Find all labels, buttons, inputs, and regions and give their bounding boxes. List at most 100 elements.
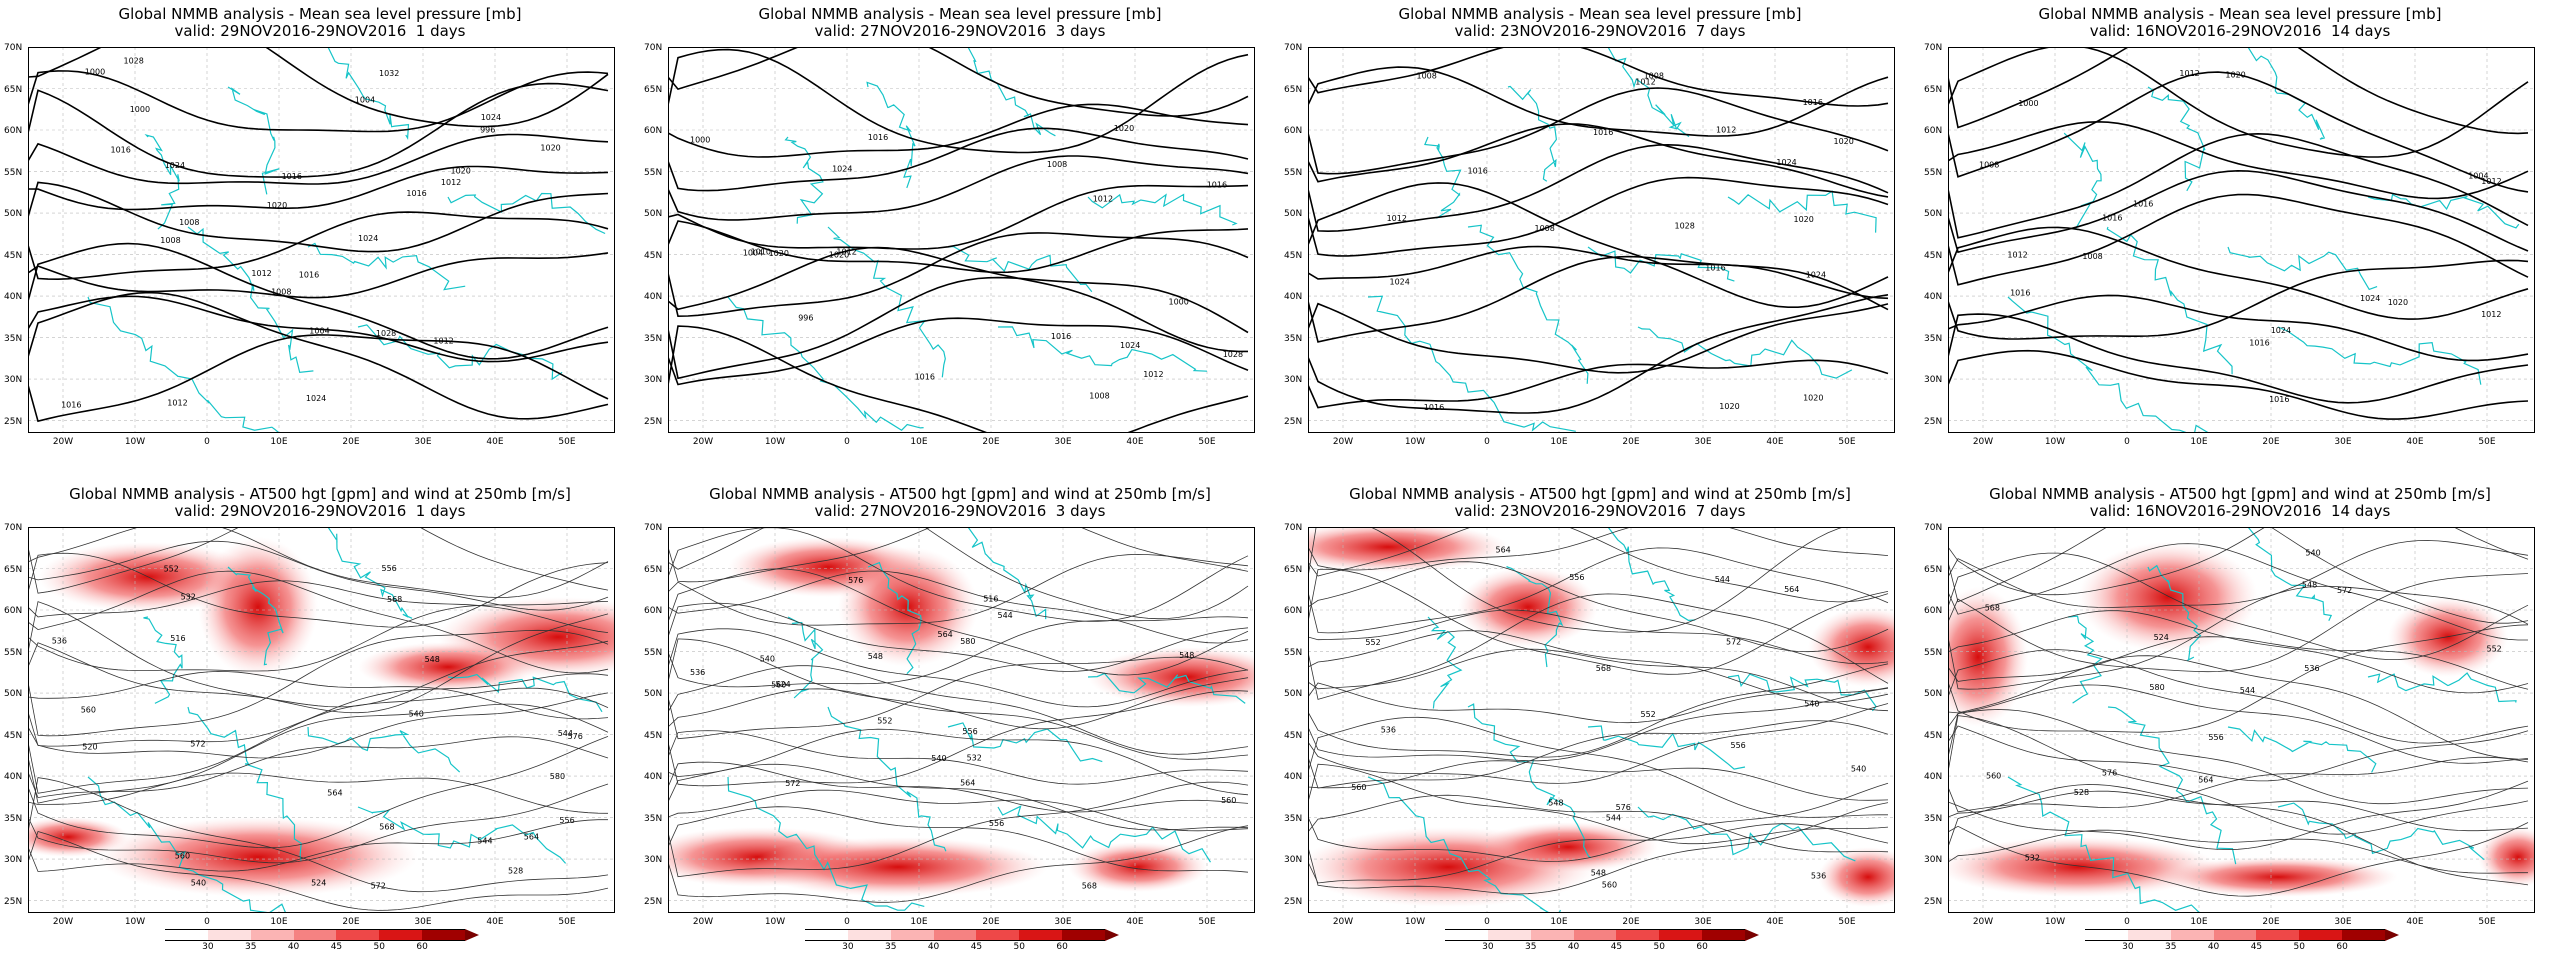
contour-line <box>1308 245 1889 300</box>
map-plot: 536 540 544 552 556 560 564 568 572 516 520 524 528 5… <box>28 527 615 913</box>
colorbar-arrow <box>465 929 479 941</box>
contour-label: 1000 <box>1169 297 1189 306</box>
contour-label: 1000 <box>2018 99 2038 108</box>
contour-label: 540 <box>2305 549 2320 558</box>
contour-line <box>28 211 609 281</box>
panel-title: Global NMMB analysis - Mean sea level pr… <box>758 5 1162 23</box>
longitude-tick-label: 50E <box>558 437 576 447</box>
contour-line <box>28 540 609 611</box>
latitude-tick-label: 45N <box>644 730 663 741</box>
contour-label: 572 <box>371 882 386 891</box>
longitude-tick-label: 20E <box>342 917 360 927</box>
contour-line <box>28 552 609 628</box>
contour-label: 1016 <box>1705 264 1725 273</box>
longitude-tick-label: 30E <box>414 437 432 447</box>
coastline <box>727 527 1246 911</box>
contour-line <box>1308 143 1889 233</box>
contour-line <box>28 570 609 674</box>
longitude-tick-label: 30E <box>2334 437 2352 447</box>
longitude-tick-label: 30E <box>1694 917 1712 927</box>
latitude-tick-label: 60N <box>1284 126 1303 136</box>
colorbar-tick-label: 60 <box>2336 942 2348 952</box>
contour-label: 572 <box>785 779 800 788</box>
longitude-tick-label: 40E <box>2406 917 2424 927</box>
latitude-tick-label: 50N <box>644 689 663 700</box>
contour-label: 1012 <box>2481 177 2501 186</box>
contour-label: 1000 <box>130 105 150 114</box>
map-panel: Global NMMB analysis - AT500 hgt [gpm] a… <box>640 480 1280 960</box>
contour-label: 1008 <box>1535 224 1555 233</box>
contour-line <box>28 181 609 253</box>
map-panel: Global NMMB analysis - AT500 hgt [gpm] a… <box>1280 480 1920 960</box>
colorbar-swatch <box>293 929 337 941</box>
longitude-tick-label: 20W <box>692 437 714 447</box>
contour-line <box>1948 527 2529 624</box>
jet-wind-shading <box>2478 827 2535 887</box>
contour-label: 1012 <box>1093 194 1113 203</box>
latitude-tick-label: 55N <box>4 647 23 658</box>
colorbar-tick-label: 35 <box>2164 942 2177 952</box>
latitude-tick-label: 30N <box>644 375 663 386</box>
latitude-tick-label: 50N <box>1284 689 1303 700</box>
panel-title: Global NMMB analysis - AT500 hgt [gpm] a… <box>709 485 1211 503</box>
contour-line <box>1308 782 1889 862</box>
contour-label: 1020 <box>451 166 471 175</box>
contour-line <box>1308 720 1889 789</box>
colorbar-tick-label: 35 <box>884 942 897 952</box>
longitude-tick-label: 40E <box>486 437 504 447</box>
colorbar-tick-label: 40 <box>2207 942 2220 952</box>
contour-line <box>1948 684 2529 764</box>
longitude-tick-label: 10E <box>2190 917 2208 927</box>
colorbar-swatch <box>422 929 465 941</box>
latitude-tick-label: 40N <box>1284 292 1303 303</box>
latitude-tick-label: 50N <box>1284 209 1303 220</box>
map-plot: 536 540 544 548 552 556 560 564 568 536 540 544 548 5… <box>1308 527 1895 913</box>
colorbar-arrow <box>1105 929 1119 941</box>
contour-line <box>28 527 609 598</box>
latitude-tick-label: 55N <box>1924 167 1943 178</box>
contour-line <box>668 220 1249 274</box>
longitude-tick-label: 0 <box>2124 917 2130 927</box>
contour-line <box>668 184 1249 250</box>
colorbar-swatch <box>1445 929 1488 941</box>
contour-label: 1016 <box>2102 214 2122 223</box>
longitude-tick-label: 50E <box>558 917 576 927</box>
colorbar-swatch <box>2085 929 2128 941</box>
contour-label: 1016 <box>111 146 131 155</box>
contour-line <box>1308 182 1889 308</box>
contour-label: 1004 <box>355 96 375 105</box>
contour-label: 996 <box>480 125 495 134</box>
latitude-tick-label: 30N <box>1924 375 1943 386</box>
panel-title: Global NMMB analysis - AT500 hgt [gpm] a… <box>1989 485 2491 503</box>
contour-label: 1024 <box>2271 326 2291 335</box>
longitude-tick-label: 30E <box>1694 437 1712 447</box>
contour-label: 1020 <box>540 144 560 153</box>
contour-label: 1016 <box>1803 98 1823 107</box>
contour-label: 996 <box>798 314 813 323</box>
latitude-tick-label: 55N <box>1284 647 1303 658</box>
colorbar-tick-label: 45 <box>330 942 343 952</box>
latitude-tick-label: 55N <box>1284 167 1303 178</box>
contour-label: 1016 <box>2249 339 2269 348</box>
contour-line <box>1308 47 1889 107</box>
contour-label: 556 <box>382 564 397 573</box>
longitude-tick-label: 50E <box>1838 437 1856 447</box>
colorbar-swatch <box>1530 929 1574 941</box>
latitude-tick-label: 60N <box>1924 606 1943 616</box>
longitude-tick-label: 40E <box>2406 437 2424 447</box>
contour-label: 1008 <box>1644 71 1664 80</box>
contour-label: 1012 <box>2179 69 2199 78</box>
contour-label: 1016 <box>2010 289 2030 298</box>
contour-line <box>668 127 1249 192</box>
contour-line <box>1308 527 1889 571</box>
latitude-tick-label: 25N <box>1924 416 1943 427</box>
colorbar-swatch <box>165 929 208 941</box>
colorbar-tick-label: 50 <box>1013 942 1026 952</box>
latitude-tick-label: 45N <box>1284 250 1303 261</box>
colorbar-swatch <box>2170 929 2214 941</box>
contour-label: 536 <box>1811 871 1826 880</box>
colorbar-tick-label: 40 <box>287 942 300 952</box>
contour-line <box>668 317 1249 386</box>
latitude-tick-label: 40N <box>4 772 23 783</box>
longitude-tick-label: 10W <box>2044 437 2066 447</box>
